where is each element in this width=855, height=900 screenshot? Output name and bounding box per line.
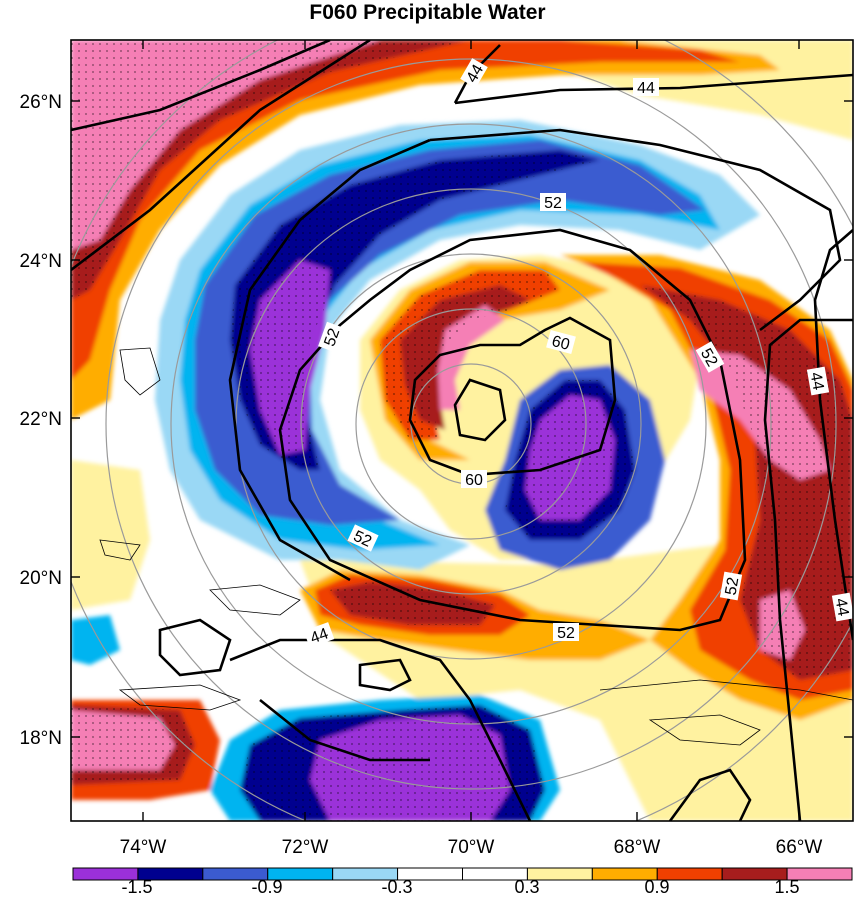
map-frame [70, 39, 854, 822]
contour-label: 60 [465, 472, 483, 489]
lat-label: 26°N [20, 92, 62, 113]
contour-label: 44 [637, 80, 655, 97]
lat-label: 22°N [20, 409, 62, 430]
colorbar [72, 867, 853, 881]
colorbar-label: -1.5 [121, 877, 152, 897]
contour-label: 52 [557, 625, 575, 642]
lat-label: 20°N [20, 568, 62, 589]
colorbar-label: 0.9 [644, 877, 669, 897]
contour-label: 52 [697, 346, 721, 370]
coastlines [99, 347, 853, 746]
contour-label: 44 [308, 625, 331, 647]
colorbar-label: -0.3 [381, 877, 412, 897]
contour-label: 60 [550, 333, 572, 354]
latitude-labels: 26°N 24°N 22°N 20°N 18°N [20, 92, 62, 749]
map-field [71, 40, 853, 821]
anomaly-region [71, 615, 120, 665]
anomaly-region [71, 460, 150, 610]
lon-label: 66°W [776, 837, 823, 858]
contour-label: 52 [351, 528, 374, 551]
anomaly-region [71, 40, 740, 380]
colorbar-label: 1.5 [774, 877, 799, 897]
contour-label: 44 [463, 62, 487, 86]
colorbar-labels: -1.5 -0.9 -0.3 0.3 0.9 1.5 [121, 877, 799, 897]
contour-label: 52 [321, 326, 343, 349]
axis-ticks [71, 40, 853, 821]
lat-label: 18°N [20, 728, 62, 749]
lon-label: 68°W [614, 837, 661, 858]
lat-label: 24°N [20, 251, 62, 272]
contour-label: 44 [832, 597, 852, 618]
lon-label: 72°W [282, 837, 329, 858]
storm-eye [461, 416, 479, 434]
colorbar-label: 0.3 [514, 877, 539, 897]
contour-label: 44 [807, 371, 827, 392]
lon-label: 70°W [448, 837, 495, 858]
colorbar-swatch [786, 867, 853, 881]
map-title: F060 Precipitable Water [309, 1, 546, 24]
colorbar-label: -0.9 [251, 877, 282, 897]
longitude-labels: 74°W 72°W 70°W 68°W 66°W [120, 837, 823, 858]
contour-labels: 44 44 44 44 44 52 52 52 52 52 52 60 60 [303, 58, 855, 648]
contour-label: 52 [544, 195, 562, 212]
lon-label: 74°W [120, 837, 167, 858]
contour-label: 52 [723, 576, 743, 597]
